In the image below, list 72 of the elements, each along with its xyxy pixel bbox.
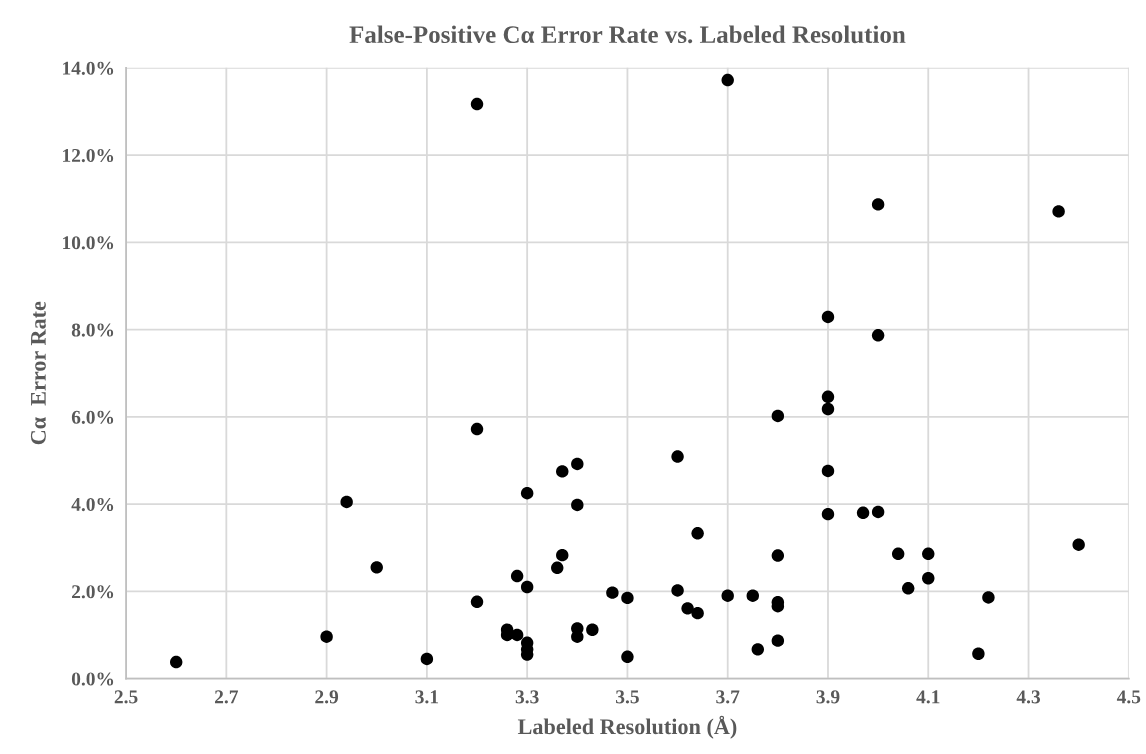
y-tick-label: 10.0% <box>63 236 114 250</box>
y-tick-label: 8.0% <box>71 323 114 337</box>
y-tick-label: 12.0% <box>63 148 114 163</box>
point <box>420 652 434 666</box>
point <box>922 572 935 585</box>
point <box>571 457 584 471</box>
y-tick-label: 0.0% <box>71 672 114 686</box>
y-tick-label: 14.0% <box>63 61 114 75</box>
point <box>821 507 835 521</box>
point <box>982 591 995 604</box>
point <box>510 569 524 583</box>
x-tick-label: 4.1 <box>916 690 940 704</box>
point <box>721 589 734 602</box>
point <box>470 595 484 609</box>
point <box>370 561 383 574</box>
point <box>621 591 634 605</box>
point <box>771 634 785 647</box>
point <box>871 329 885 342</box>
y-tick-label: 4.0% <box>71 497 114 512</box>
x-tick-label: 3.3 <box>515 690 539 704</box>
x-tick-label: 3.9 <box>816 690 840 704</box>
x-tick-label: 2.5 <box>114 690 138 704</box>
point <box>721 73 734 87</box>
x-tick-label: 3.1 <box>415 690 439 704</box>
point <box>922 547 935 561</box>
point <box>681 602 694 615</box>
point <box>556 465 569 478</box>
point <box>671 584 684 597</box>
point <box>520 486 534 500</box>
point <box>571 498 584 512</box>
point <box>621 650 634 663</box>
point <box>871 505 885 519</box>
x-tick-label: 3.5 <box>616 690 639 704</box>
x-tick-label: 4.5 <box>1116 690 1141 704</box>
point <box>856 506 870 520</box>
point <box>821 402 835 416</box>
point <box>972 647 985 660</box>
point <box>556 548 569 562</box>
y-tick-label: 2.0% <box>72 585 114 599</box>
point <box>821 464 835 478</box>
point <box>1052 205 1065 218</box>
point <box>891 547 905 561</box>
point <box>871 198 885 211</box>
point <box>1072 538 1085 551</box>
point <box>821 390 835 403</box>
y-tick-label: 6.0% <box>71 410 114 424</box>
x-tick-label: 2.9 <box>315 690 339 704</box>
point <box>691 606 704 620</box>
point <box>606 586 619 599</box>
x-axis-title: Labeled Resolution (Å) <box>517 715 737 739</box>
point <box>746 589 759 602</box>
point <box>470 97 484 111</box>
x-tick-label: 2.7 <box>215 690 239 704</box>
point <box>551 561 564 575</box>
point <box>821 310 835 324</box>
point <box>901 582 915 595</box>
point <box>771 409 785 423</box>
y-axis-title: Cα Error Rate <box>30 301 46 445</box>
chart-title: False-Positive Cα Error Rate vs. Labeled Resolution <box>349 25 906 44</box>
point <box>771 549 785 562</box>
point <box>510 628 524 642</box>
point <box>470 422 484 436</box>
point <box>671 450 684 463</box>
x-tick-label: 4.3 <box>1016 690 1041 704</box>
point <box>520 580 534 594</box>
point <box>340 495 353 509</box>
x-tick-label: 3.7 <box>716 690 740 704</box>
point <box>691 527 704 540</box>
point <box>586 623 599 636</box>
point <box>320 630 333 643</box>
point <box>169 655 183 669</box>
point <box>751 643 764 656</box>
